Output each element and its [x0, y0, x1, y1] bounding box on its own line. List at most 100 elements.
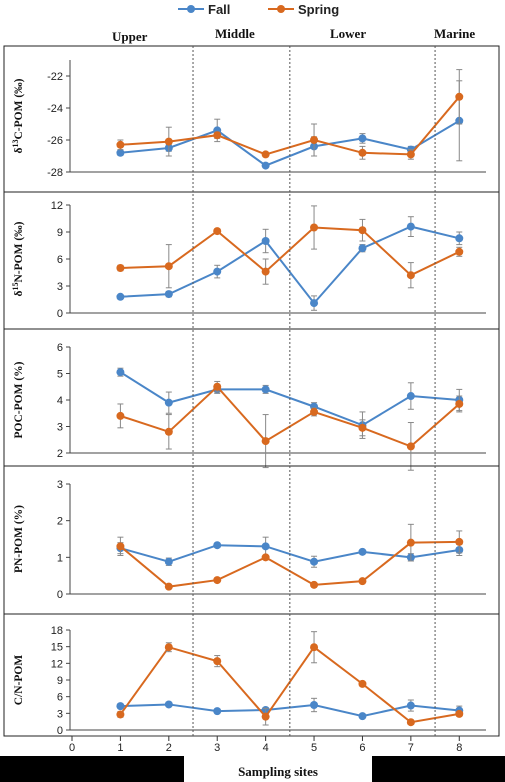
- x-tick-label: 1: [117, 742, 123, 754]
- y-tick-label: 5: [57, 369, 63, 381]
- x-tick-label: 3: [214, 742, 220, 754]
- x-axis-title-bar-left: [0, 756, 184, 782]
- y-tick-label: 9: [57, 675, 63, 687]
- data-point-fall: [116, 148, 125, 157]
- region-label-upper: Upper: [112, 29, 148, 44]
- legend-spring-marker: [277, 5, 285, 13]
- data-point-fall: [164, 290, 173, 299]
- data-point-spring: [406, 718, 415, 727]
- data-point-spring: [310, 407, 319, 416]
- series-fall: [116, 697, 464, 721]
- panel-2: 0 3 6 9 12 δ15N-POM (‰): [3, 191, 500, 330]
- data-point-spring: [455, 399, 464, 408]
- data-point-fall: [310, 701, 319, 709]
- y-axis-label: PN-POM (%): [13, 505, 25, 573]
- y-tick-label: -22: [47, 71, 63, 83]
- data-point-fall: [116, 292, 125, 301]
- data-point-spring: [406, 442, 415, 451]
- data-point-spring: [164, 137, 173, 146]
- series-spring: [116, 205, 464, 289]
- series-fall: [116, 216, 464, 311]
- data-point-spring: [358, 226, 367, 235]
- x-axis-title-bar-right: [372, 756, 505, 782]
- legend-fall-marker: [187, 5, 195, 13]
- data-point-spring: [310, 643, 319, 652]
- data-point-spring: [213, 131, 222, 140]
- data-point-spring: [310, 223, 319, 232]
- x-axis-title: Sampling sites: [238, 764, 318, 779]
- data-point-fall: [358, 134, 367, 143]
- data-point-spring: [116, 140, 125, 149]
- data-point-spring: [310, 136, 319, 144]
- data-point-fall: [213, 707, 222, 716]
- data-point-fall: [455, 234, 464, 243]
- data-point-spring: [358, 577, 367, 586]
- y-tick-label: 15: [51, 642, 63, 654]
- data-point-spring: [455, 247, 464, 256]
- y-tick-label: 0: [57, 725, 63, 737]
- data-point-fall: [261, 542, 270, 551]
- data-point-spring: [406, 271, 415, 280]
- y-tick-label: 6: [57, 692, 63, 704]
- panel-frame: [3, 465, 500, 615]
- data-point-fall: [116, 702, 125, 711]
- y-tick-label: 18: [51, 625, 63, 637]
- data-point-spring: [164, 427, 173, 436]
- series-spring: [116, 631, 464, 727]
- y-tick-label: 3: [57, 422, 63, 434]
- panel-5: 0 3 6 9 12 15 18 C/N-POM: [3, 613, 500, 737]
- data-point-spring: [116, 542, 125, 551]
- data-point-fall: [213, 541, 222, 550]
- data-point-fall: [164, 700, 173, 709]
- panel-frame: [3, 45, 500, 193]
- data-point-fall: [164, 398, 173, 407]
- y-tick-label: 9: [57, 227, 63, 239]
- x-axis-title-bar: Sampling sites: [0, 756, 505, 782]
- region-label-middle: Middle: [215, 26, 255, 41]
- data-point-fall: [310, 299, 319, 308]
- data-point-spring: [116, 411, 125, 420]
- panel-frame: [3, 613, 500, 737]
- y-tick-label: -24: [47, 103, 63, 115]
- data-point-fall: [406, 392, 415, 401]
- panel-4: 0 1 2 3 PN-POM (%): [3, 465, 500, 615]
- data-point-spring: [358, 679, 367, 688]
- data-point-spring: [261, 437, 270, 446]
- data-point-fall: [406, 701, 415, 710]
- data-point-spring: [116, 264, 125, 272]
- data-point-spring: [261, 150, 270, 159]
- y-tick-label: 1: [57, 552, 63, 564]
- x-tick-label: 2: [166, 742, 172, 754]
- data-point-fall: [358, 547, 367, 556]
- y-tick-label: 0: [57, 308, 63, 320]
- data-point-spring: [164, 643, 173, 652]
- y-tick-label: 12: [51, 200, 63, 212]
- data-point-spring: [261, 712, 270, 721]
- data-point-spring: [358, 148, 367, 157]
- y-tick-label: 6: [57, 342, 63, 354]
- data-point-spring: [164, 582, 173, 591]
- data-point-spring: [455, 92, 464, 101]
- x-tick-label: 8: [456, 742, 462, 754]
- data-point-fall: [261, 161, 270, 170]
- data-point-fall: [261, 237, 270, 245]
- data-point-fall: [116, 368, 125, 377]
- region-label-lower: Lower: [330, 26, 366, 41]
- legend-fall-label: Fall: [208, 2, 230, 17]
- legend-spring-label: Spring: [298, 2, 339, 17]
- data-point-spring: [261, 267, 270, 276]
- y-tick-label: 0: [57, 589, 63, 601]
- region-label-marine: Marine: [434, 26, 475, 41]
- data-point-spring: [406, 150, 415, 159]
- x-tick-label: 7: [408, 742, 414, 754]
- series-line-fall: [120, 225, 460, 305]
- y-tick-label: 6: [57, 254, 63, 266]
- y-tick-label: 2: [57, 516, 63, 528]
- x-tick-label: 4: [263, 742, 269, 754]
- data-point-fall: [310, 557, 319, 566]
- x-tick-label: 6: [359, 742, 365, 754]
- data-point-spring: [213, 382, 222, 391]
- region-labels: Upper Middle Lower Marine: [112, 26, 475, 44]
